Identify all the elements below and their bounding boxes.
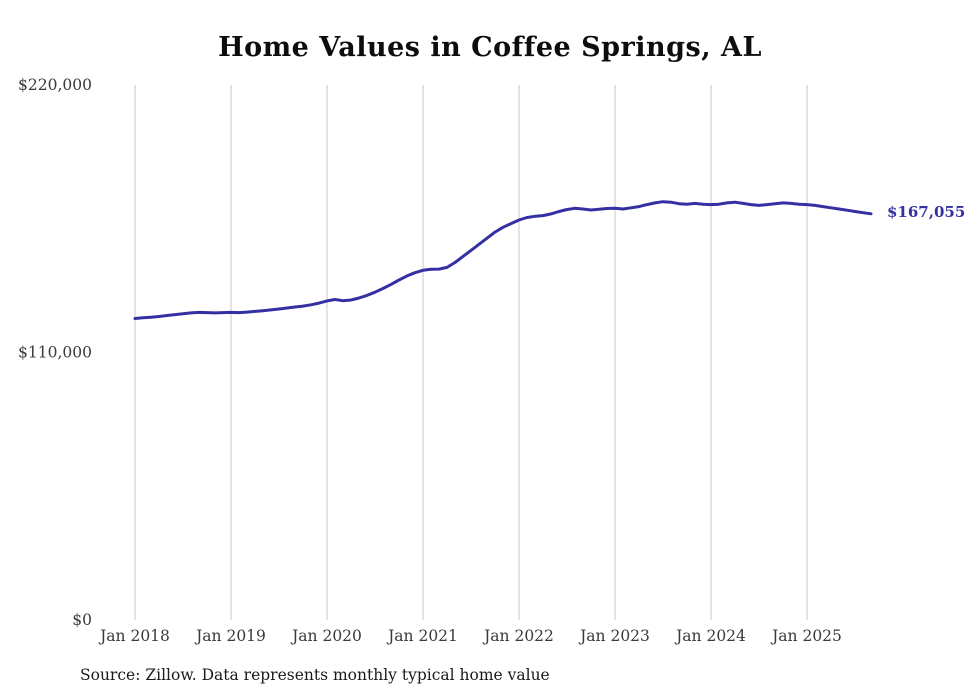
x-tick-label: Jan 2020: [290, 627, 362, 645]
x-tick-label: Jan 2019: [194, 627, 266, 645]
x-tick-label: Jan 2024: [674, 627, 746, 645]
chart-title: Home Values in Coffee Springs, AL: [218, 32, 762, 63]
x-tick-label: Jan 2023: [578, 627, 650, 645]
series-line: [133, 200, 873, 320]
x-tick-label: Jan 2018: [98, 627, 170, 645]
y-tick-label: $220,000: [18, 76, 92, 94]
x-tick-label: Jan 2025: [770, 627, 842, 645]
latest-value-label: $167,055: [887, 202, 966, 221]
x-tick-label: Jan 2022: [482, 627, 554, 645]
source-note: Source: Zillow. Data represents monthly …: [80, 666, 550, 684]
x-tick-label: Jan 2021: [386, 627, 458, 645]
y-tick-label: $0: [72, 611, 92, 629]
y-tick-label: $110,000: [18, 344, 92, 362]
